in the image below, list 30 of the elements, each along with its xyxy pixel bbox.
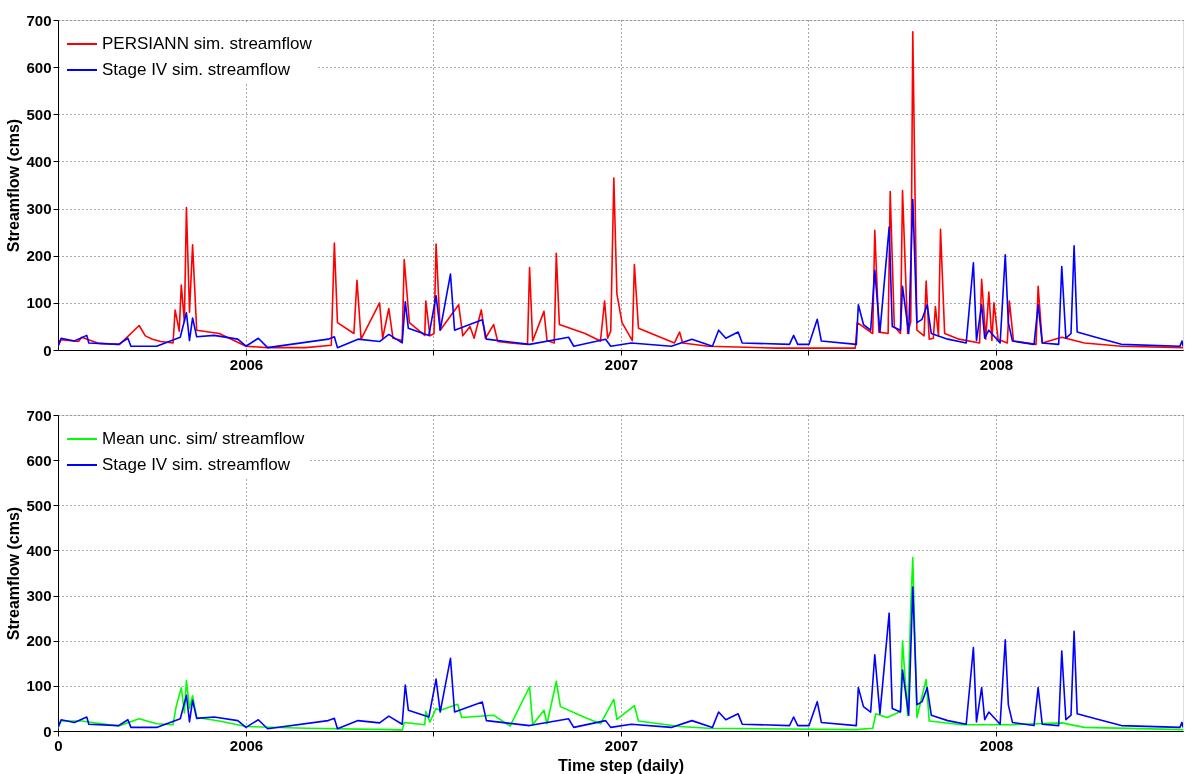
y-tick-label: 0 [43, 341, 52, 359]
y-tick-label: 0 [43, 722, 52, 740]
legend-label: Mean unc. sim/ streamflow [102, 429, 305, 448]
y-tick-label: 200 [26, 632, 52, 650]
x-tick-label: 0 [54, 736, 63, 754]
y-tick-label: 400 [26, 541, 52, 559]
y-tick-label: 500 [26, 496, 52, 514]
legend-label: PERSIANN sim. streamflow [102, 34, 313, 53]
x-tick-label: 2008 [979, 736, 1014, 754]
x-tick-label: 2006 [229, 355, 264, 373]
y-tick-label: 700 [26, 406, 52, 424]
y-tick-label: 700 [26, 11, 52, 29]
y-tick-label: 100 [26, 677, 52, 695]
y-tick-label: 600 [26, 451, 52, 469]
y-tick-label: 500 [26, 105, 52, 123]
y-tick-label: 200 [26, 247, 52, 265]
y-tick-label: 300 [26, 587, 52, 605]
y-tick-label: 400 [26, 152, 52, 170]
x-tick-label: 2007 [604, 736, 639, 754]
x-tick-label: 2006 [229, 736, 264, 754]
y-axis-title: Streamflow (cms) [5, 506, 23, 641]
y-axis-title: Streamflow (cms) [5, 118, 23, 253]
y-tick-label: 300 [26, 200, 52, 218]
legend-label: Stage IV sim. streamflow [102, 455, 291, 474]
y-tick-label: 100 [26, 294, 52, 312]
x-axis-title: Time step (daily) [558, 756, 684, 774]
x-tick-label: 2008 [979, 355, 1014, 373]
x-tick-label: 2007 [604, 355, 639, 373]
legend-label: Stage IV sim. streamflow [102, 60, 291, 79]
y-tick-label: 600 [26, 58, 52, 76]
